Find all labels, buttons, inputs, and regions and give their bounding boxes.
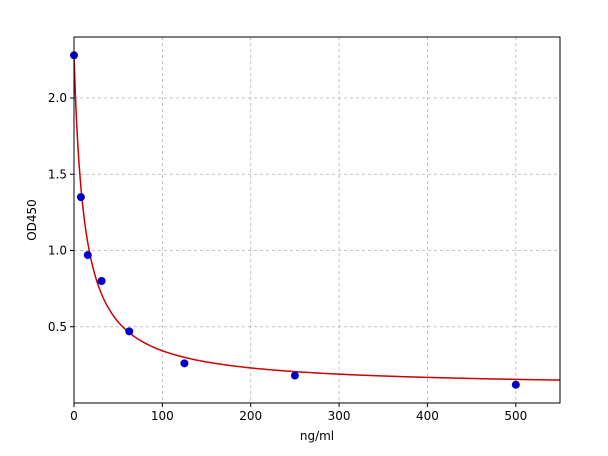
x-tick-label: 200 [239,409,262,423]
x-tick-label: 100 [151,409,174,423]
x-tick-label: 0 [70,409,78,423]
data-point [290,371,299,380]
plot-area [74,37,560,403]
data-point [83,251,92,260]
x-axis-title: ng/ml [300,429,334,443]
data-point [511,380,520,389]
y-tick-label: 0.5 [48,320,67,334]
data-point [125,327,134,336]
y-axis-title: OD450 [25,199,39,241]
x-tick-label: 400 [416,409,439,423]
data-points [70,51,520,389]
x-tick-label: 500 [504,409,527,423]
y-tick-label: 2.0 [48,91,67,105]
y-axis-ticks: 0.5 1.0 1.5 2.0 [48,91,74,334]
x-axis-ticks: 0 100 200 300 400 500 [70,403,527,423]
plot-frame [73,36,561,404]
grid [73,37,560,403]
fit-curve [73,55,561,381]
y-tick-label: 1.0 [48,244,67,258]
data-point [76,193,85,202]
y-tick-label: 1.5 [48,167,67,181]
data-point [97,277,106,285]
x-tick-label: 300 [328,409,351,423]
data-point [180,359,189,368]
